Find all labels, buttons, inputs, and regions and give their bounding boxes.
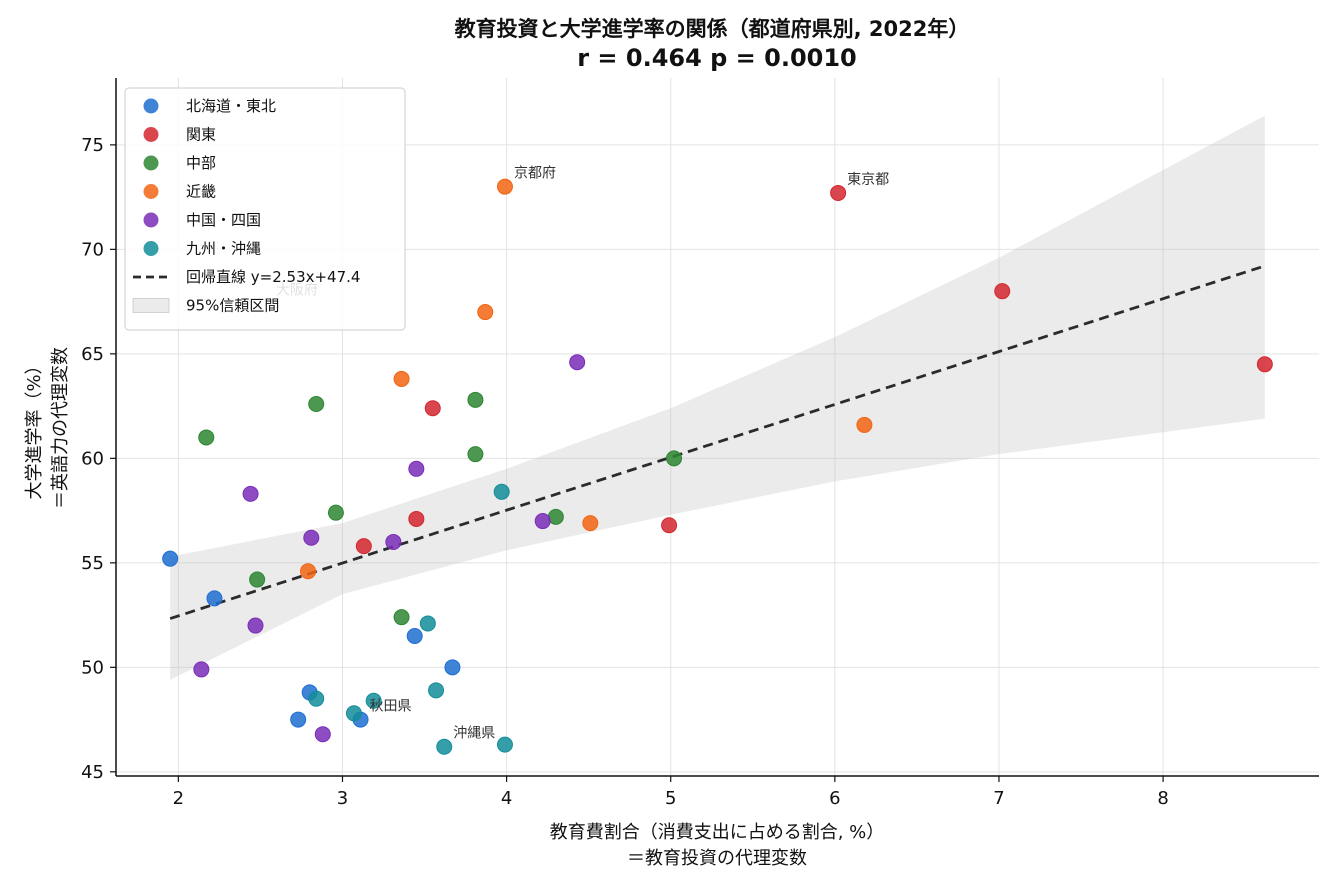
data-point bbox=[424, 400, 441, 417]
y-tick-label: 75 bbox=[81, 135, 104, 156]
data-point bbox=[303, 529, 320, 546]
data-point bbox=[994, 283, 1011, 300]
data-point bbox=[467, 446, 484, 463]
data-point bbox=[327, 504, 344, 521]
y-axis-label-sub: ＝英語力の代理変数 bbox=[50, 347, 71, 509]
data-point bbox=[365, 692, 382, 709]
x-tick-label: 6 bbox=[829, 788, 840, 809]
y-tick-label: 45 bbox=[81, 762, 104, 783]
x-tick-label: 2 bbox=[173, 788, 184, 809]
confidence-band-layer bbox=[170, 115, 1265, 680]
data-point bbox=[206, 590, 223, 607]
chart-title: 教育投資と大学進学率の関係（都道府県別, 2022年） bbox=[455, 17, 970, 41]
data-point bbox=[496, 736, 513, 753]
legend-label: 回帰直線 y=2.53x+47.4 bbox=[186, 268, 360, 286]
data-point bbox=[308, 396, 325, 413]
data-point bbox=[393, 609, 410, 626]
data-point bbox=[467, 391, 484, 408]
data-point bbox=[436, 738, 453, 755]
data-point bbox=[1256, 356, 1273, 373]
data-point bbox=[308, 690, 325, 707]
legend-label: 九州・沖縄 bbox=[186, 240, 261, 258]
legend-label: 中部 bbox=[186, 154, 216, 172]
chart-subtitle: r = 0.464 p = 0.0010 bbox=[577, 44, 857, 72]
data-point bbox=[162, 550, 179, 567]
legend-marker bbox=[143, 98, 159, 114]
x-tick-label: 3 bbox=[337, 788, 348, 809]
legend-marker bbox=[143, 241, 159, 256]
x-tick-label: 7 bbox=[993, 788, 1004, 809]
point-annotation: 京都府 bbox=[514, 166, 556, 182]
data-point bbox=[393, 370, 410, 387]
legend-label: 95%信頼区間 bbox=[186, 297, 279, 315]
legend-label: 近畿 bbox=[186, 183, 216, 201]
data-point bbox=[661, 517, 678, 534]
data-point bbox=[247, 617, 264, 634]
y-tick-label: 65 bbox=[81, 344, 104, 365]
data-point bbox=[830, 184, 847, 201]
point-annotation: 東京都 bbox=[847, 172, 889, 188]
grid bbox=[116, 78, 1319, 776]
legend-marker bbox=[143, 212, 159, 228]
confidence-band bbox=[170, 115, 1265, 680]
data-point bbox=[534, 513, 551, 530]
data-point bbox=[419, 615, 436, 632]
legend-box bbox=[124, 87, 406, 331]
data-point bbox=[385, 533, 402, 550]
y-tick-label: 55 bbox=[81, 553, 104, 574]
axes bbox=[115, 78, 1319, 777]
x-tick-label: 8 bbox=[1157, 788, 1168, 809]
legend-marker bbox=[143, 155, 159, 171]
legend-label: 北海道・東北 bbox=[186, 97, 276, 115]
legend-marker bbox=[143, 127, 159, 142]
data-point bbox=[444, 659, 461, 676]
data-point bbox=[428, 682, 445, 699]
y-axis-label: 大学進学率（%） bbox=[24, 356, 45, 499]
data-point bbox=[856, 416, 873, 433]
data-point bbox=[408, 460, 425, 477]
data-point bbox=[477, 304, 494, 321]
data-point bbox=[290, 711, 307, 728]
data-point bbox=[249, 571, 266, 588]
legend-label: 関東 bbox=[186, 126, 216, 144]
x-tick-label: 4 bbox=[501, 788, 512, 809]
legend-marker bbox=[143, 184, 159, 199]
data-point bbox=[582, 515, 599, 532]
data-point bbox=[496, 178, 513, 195]
x-axis-label: 教育費割合（消費支出に占める割合, %） bbox=[550, 822, 885, 843]
data-point bbox=[408, 510, 425, 527]
point-annotation: 秋田県 bbox=[370, 699, 412, 715]
data-point bbox=[406, 627, 423, 644]
data-point bbox=[493, 483, 510, 500]
legend-label: 中国・四国 bbox=[186, 211, 261, 229]
data-points-layer bbox=[162, 178, 1273, 755]
data-point bbox=[355, 538, 372, 555]
x-tick-label: 5 bbox=[665, 788, 676, 809]
data-point bbox=[345, 705, 362, 722]
data-point bbox=[314, 726, 331, 743]
data-point bbox=[198, 429, 215, 446]
point-annotation: 沖縄県 bbox=[453, 726, 495, 742]
data-point bbox=[193, 661, 210, 678]
x-axis-label-sub: ＝教育投資の代理変数 bbox=[627, 848, 807, 869]
y-tick-label: 50 bbox=[81, 657, 104, 678]
data-point bbox=[666, 450, 683, 467]
y-tick-label: 70 bbox=[81, 239, 104, 260]
legend-band-marker bbox=[132, 298, 170, 313]
y-tick-label: 60 bbox=[81, 448, 104, 469]
data-point bbox=[300, 563, 317, 580]
data-point bbox=[569, 354, 586, 371]
data-point bbox=[242, 485, 259, 502]
